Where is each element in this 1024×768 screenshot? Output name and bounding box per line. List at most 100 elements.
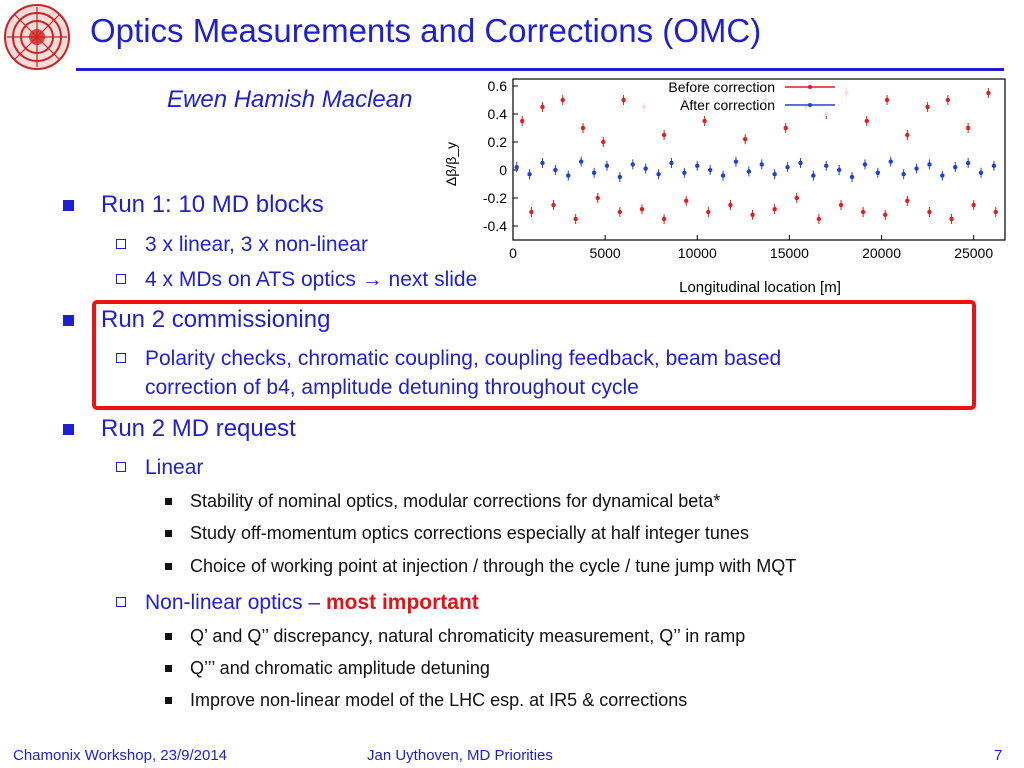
data-point xyxy=(884,97,890,103)
page-number: 7 xyxy=(994,747,1003,764)
data-point xyxy=(883,212,888,217)
legend-background xyxy=(638,80,852,116)
data-point xyxy=(560,97,565,103)
x-tick-label: 15000 xyxy=(770,245,809,261)
data-point xyxy=(905,132,910,138)
most-important-emphasis: most important xyxy=(325,591,479,614)
data-point xyxy=(945,97,951,103)
data-point xyxy=(798,160,803,166)
footer-event: Chamonix Workshop, 23/9/2014 xyxy=(13,747,228,764)
data-point xyxy=(993,209,998,215)
data-point xyxy=(643,166,648,171)
linear-item-text: Stability of nominal optics, modular cor… xyxy=(190,491,721,511)
data-point xyxy=(783,125,788,131)
data-point xyxy=(875,170,881,175)
bullet-linear: Linear xyxy=(116,453,204,482)
data-point xyxy=(720,173,726,178)
x-tick-label: 10000 xyxy=(678,245,717,261)
legend-after-marker xyxy=(808,103,812,107)
hollow-square-bullet-icon xyxy=(116,239,126,249)
data-point xyxy=(621,97,626,103)
data-point xyxy=(772,207,777,212)
linear-item-text: Choice of working point at injection / t… xyxy=(190,556,797,576)
bullet-nonlinear: Non-linear optics – most important xyxy=(116,588,479,617)
data-point xyxy=(750,212,755,217)
data-point xyxy=(695,163,700,168)
nonlinear-item: Q’’’ and chromatic amplitude detuning xyxy=(165,658,490,679)
data-point xyxy=(824,163,829,168)
data-point xyxy=(888,159,893,164)
plot-frame xyxy=(512,78,1006,241)
author-name: Ewen Hamish Maclean xyxy=(167,86,413,113)
square-bullet-icon xyxy=(63,424,74,435)
data-point xyxy=(661,216,667,222)
bullet-run2-commissioning: Run 2 commissioning xyxy=(63,306,330,334)
hollow-square-bullet-icon xyxy=(116,597,126,607)
data-point xyxy=(953,165,958,170)
small-square-bullet-icon xyxy=(165,498,172,505)
nonlinear-item-text: Improve non-linear model of the LHC esp.… xyxy=(190,690,688,710)
data-point xyxy=(604,163,610,168)
data-point xyxy=(746,169,752,174)
hollow-square-bullet-icon xyxy=(116,274,126,284)
data-point xyxy=(529,209,534,215)
data-point xyxy=(816,216,822,222)
data-point xyxy=(991,163,997,168)
data-point xyxy=(573,216,578,222)
x-tick-label: 0 xyxy=(509,245,517,261)
data-point xyxy=(914,166,919,171)
nonlinear-item: Improve non-linear model of the LHC esp.… xyxy=(165,690,688,711)
bullet-run2-commissioning-sub: Polarity checks, chromatic coupling, cou… xyxy=(116,344,782,402)
title-underline xyxy=(76,68,1004,71)
x-axis-label: Longitudinal location [m] xyxy=(679,279,841,296)
square-bullet-icon xyxy=(63,315,74,326)
data-point xyxy=(566,173,571,178)
commissioning-sub-line2: correction of b4, amplitude detuning thr… xyxy=(145,376,639,399)
small-square-bullet-icon xyxy=(165,697,172,704)
slide-title: Optics Measurements and Corrections (OMC… xyxy=(90,12,762,49)
nonlinear-item-text: Q’’’ and chromatic amplitude detuning xyxy=(190,658,490,678)
data-point xyxy=(860,209,866,215)
data-point xyxy=(927,209,932,215)
bullet-linear-text: Linear xyxy=(145,456,204,479)
x-tick-label: 5000 xyxy=(590,245,621,261)
linear-item-text: Study off-momentum optics corrections es… xyxy=(190,523,749,543)
linear-item: Choice of working point at injection / t… xyxy=(165,556,797,577)
data-point xyxy=(978,170,984,175)
bullet-run1-sub1: 3 x linear, 3 x non-linear xyxy=(116,230,368,259)
data-point xyxy=(901,172,906,177)
data-point xyxy=(862,162,868,167)
y-tick-label: -0.4 xyxy=(483,218,507,234)
data-point xyxy=(905,198,910,203)
small-square-bullet-icon xyxy=(165,563,172,570)
y-tick-label: 0.6 xyxy=(488,78,508,94)
y-tick-label: 0.2 xyxy=(488,134,508,150)
small-square-bullet-icon xyxy=(165,530,172,537)
data-point xyxy=(630,162,635,167)
data-point xyxy=(864,118,869,124)
data-point xyxy=(595,195,600,201)
data-point xyxy=(772,172,777,177)
commissioning-sub-line1: Polarity checks, chromatic coupling, cou… xyxy=(145,347,782,370)
data-point xyxy=(527,172,532,177)
data-point xyxy=(838,202,844,208)
x-tick-label: 25000 xyxy=(954,245,993,261)
data-point xyxy=(540,104,545,110)
bullet-run1-sub2: 4 x MDs on ATS optics → next slide xyxy=(116,265,477,294)
arrow-right-icon: → xyxy=(361,268,383,291)
data-point xyxy=(794,195,799,201)
data-point xyxy=(601,139,606,145)
data-point xyxy=(684,198,689,203)
bullet-run1-sub1-text: 3 x linear, 3 x non-linear xyxy=(145,233,368,256)
data-point xyxy=(639,207,645,212)
data-point xyxy=(520,118,525,124)
hollow-square-bullet-icon xyxy=(116,462,126,472)
data-point xyxy=(759,162,764,167)
data-point xyxy=(617,209,623,215)
data-point xyxy=(940,173,945,178)
y-tick-label: 0.4 xyxy=(488,106,508,122)
footer-presenter: Jan Uythoven, MD Priorities xyxy=(367,747,553,764)
small-square-bullet-icon xyxy=(165,665,172,672)
y-tick-label: -0.2 xyxy=(483,190,507,206)
y-tick-label: 0 xyxy=(499,162,507,178)
